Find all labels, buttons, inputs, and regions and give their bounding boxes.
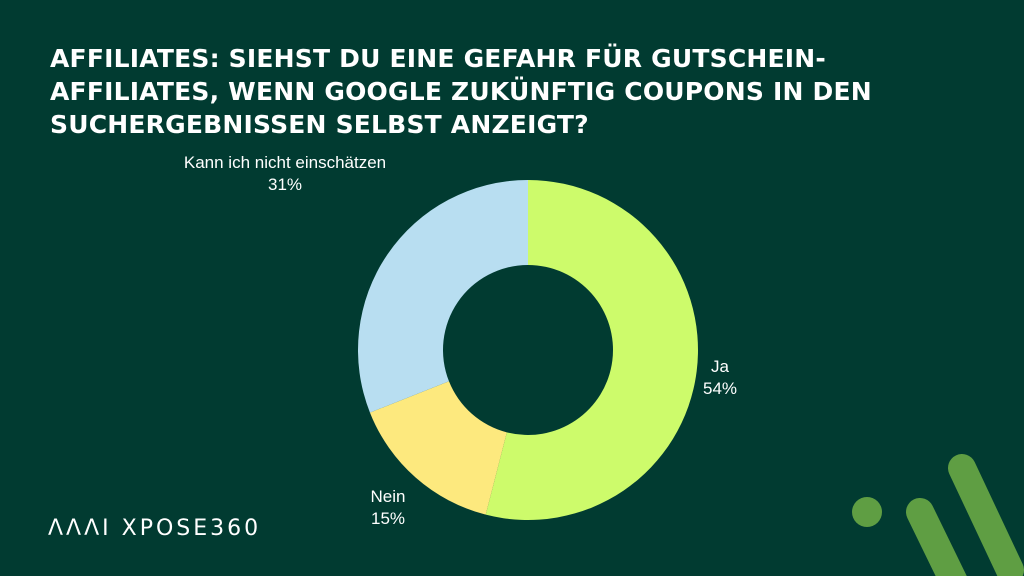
slice-labels: Ja 54% Nein 15% Kann ich nicht einschätzen 31… [184,153,737,528]
brand-logo: ΛΛΛI XPOSE360 [48,516,262,541]
slice-label-nein: Nein [371,487,406,506]
donut-slices [357,180,699,520]
deco-dot [852,497,882,527]
deco-bar-long [948,454,1024,576]
chart-title: AFFILIATES: SIEHST DU EINE GEFAHR FÜR GU… [50,44,872,139]
donut-slice-nein [369,381,507,515]
donut-slice-ja [485,180,699,520]
donut-slice-kann-ich-nicht-einsch-tzen [357,180,528,413]
slice-label-kann-ich-nicht-einsch-tzen: Kann ich nicht einschätzen [184,153,386,172]
slice-value-nein: 15% [371,509,405,528]
decorative-bars-icon [852,454,1024,576]
deco-bar-short [906,498,967,576]
slice-value-ja: 54% [703,379,737,398]
slice-label-ja: Ja [711,357,730,376]
slice-value-kann-ich-nicht-einsch-tzen: 31% [268,175,302,194]
